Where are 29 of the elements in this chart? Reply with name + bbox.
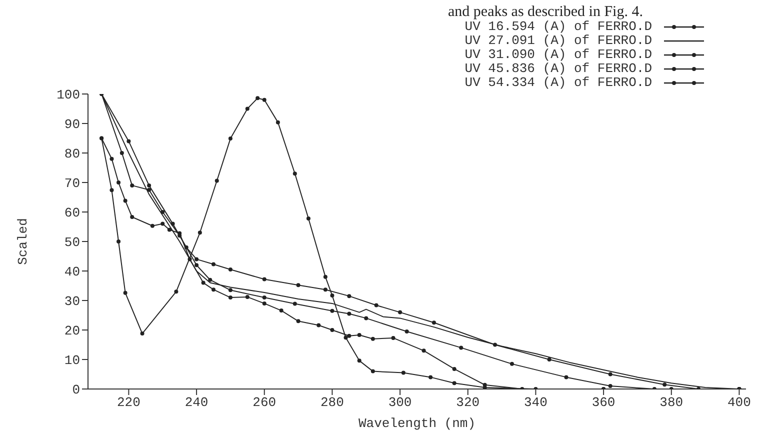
x-tick-label: 240 [184,395,208,410]
legend-label: UV 16.594 (A) of FERRO.D [464,19,652,34]
x-tick-label: 300 [388,395,412,410]
y-tick-label: 20 [64,324,80,339]
y-axis-title: Scaled [16,218,31,265]
y-tick-label: 100 [56,88,80,103]
y-tick-label: 0 [72,382,80,398]
legend-label: UV 54.334 (A) of FERRO.D [464,75,652,90]
x-tick-label: 400 [728,395,751,410]
x-tick-label: 340 [524,395,548,410]
y-tick-label: 30 [64,294,80,310]
x-tick-label: 380 [660,395,684,410]
x-tick-label: 360 [592,395,616,410]
x-tick-label: 280 [320,395,344,410]
x-tick-label: 260 [252,395,276,410]
y-tick-label: 70 [64,176,80,192]
y-tick-label: 80 [64,146,80,162]
y-tick-label: 60 [64,206,80,221]
y-tick-label: 10 [64,353,80,368]
legend-label: UV 45.836 (A) of FERRO.D [464,61,652,76]
y-tick-label: 90 [64,117,80,132]
y-tick-label: 40 [64,264,80,280]
legend-label: UV 31.090 (A) of FERRO.D [464,47,652,62]
x-tick-label: 220 [117,395,140,410]
y-tick-label: 50 [64,235,80,250]
text: and peaks as described in Fig. 4. [448,4,643,20]
x-axis-title: Wavelength (nm) [358,416,476,431]
x-tick-label: 320 [456,395,480,410]
legend-label: UV 27.091 (A) of FERRO.D [464,33,652,48]
